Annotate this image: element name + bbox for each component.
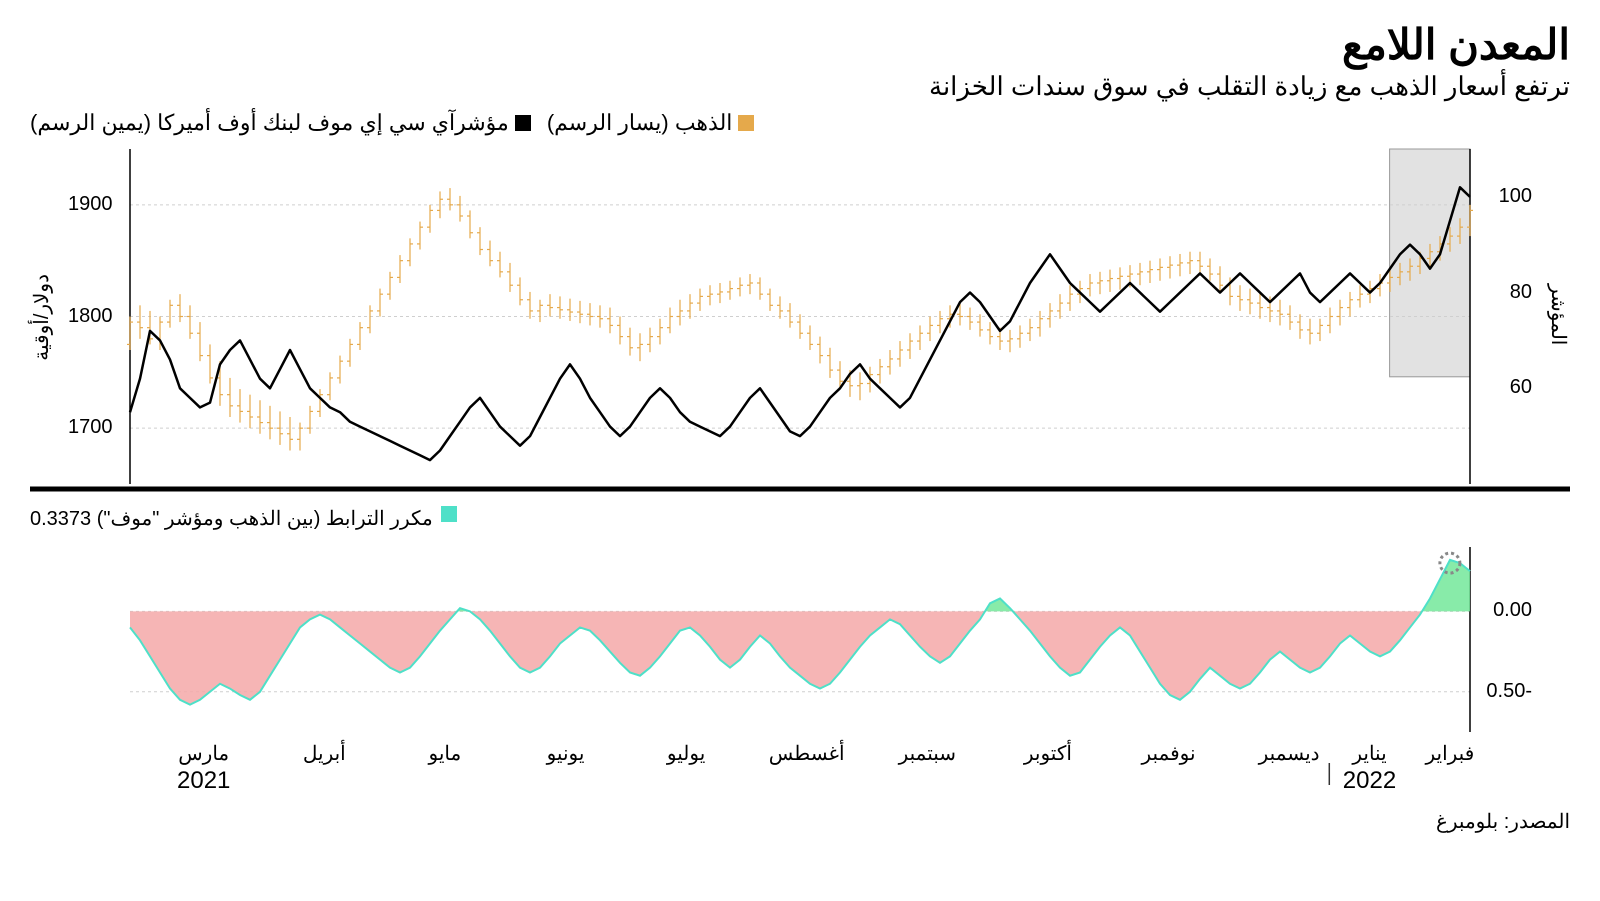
move-swatch [515, 115, 531, 131]
ytick-left: 1700 [68, 416, 113, 439]
xtick-year: 2022 [1343, 767, 1396, 795]
xtick-month: فبراير [1425, 741, 1474, 766]
xtick-month: أغسطس [769, 741, 845, 766]
left-axis-label: دولار/أوقية [30, 274, 54, 361]
xtick-month: مارس [178, 741, 229, 766]
xtick-month: ديسمبر [1259, 741, 1320, 766]
gold-legend-label: الذهب (يسار الرسم) [547, 110, 733, 136]
xtick-month: أكتوبر [1024, 741, 1072, 766]
xtick-month: يوليو [667, 741, 705, 766]
sub-legend: مكرر الترابط (بين الذهب ومؤشر "موف") 0.3… [30, 506, 1570, 531]
ytick-left: 1900 [68, 193, 113, 216]
xtick-month: سبتمبر [899, 741, 956, 766]
chart-title: المعدن اللامع [30, 20, 1570, 69]
ytick-right: 100 [1499, 185, 1532, 208]
chart-subtitle: ترتفع أسعار الذهب مع زيادة التقلب في سوق… [30, 71, 1570, 102]
ytick-left: 1800 [68, 305, 113, 328]
corr-legend-label: مكرر الترابط (بين الذهب ومؤشر "موف") 0.3… [30, 506, 433, 531]
move-legend-label: مؤشرآي سي إي موف لبنك أوف أميركا (يمين ا… [30, 110, 509, 136]
corr-swatch [441, 506, 457, 522]
ytick-right: 60 [1510, 376, 1532, 399]
xtick-month: أبريل [303, 741, 346, 766]
source-attribution: المصدر: بلومبرغ [30, 809, 1570, 834]
xtick-month: يونيو [547, 741, 585, 766]
ytick-sub: 0.50- [1486, 680, 1532, 703]
xtick-month: يناير [1352, 741, 1386, 766]
xtick-year: 2021 [177, 767, 230, 795]
ytick-right: 80 [1510, 281, 1532, 304]
xtick-month: مايو [429, 741, 462, 766]
x-axis: مارس أبريل مايو يونيو يوليو أغسطس سبتمبر أكتوبر… [30, 741, 1570, 801]
gold-swatch [738, 115, 754, 131]
xtick-month: نوفمبر [1141, 741, 1195, 766]
sub-chart: 0.00 0.50- [30, 537, 1570, 737]
right-axis-label: المؤشر [1546, 284, 1570, 345]
main-chart: دولار/أوقية المؤشر 1700 1800 1900 60 80 100 [30, 144, 1570, 494]
ytick-sub: 0.00 [1493, 599, 1532, 622]
main-legend: الذهب (يسار الرسم) مؤشرآي سي إي موف لبنك… [30, 110, 1570, 136]
